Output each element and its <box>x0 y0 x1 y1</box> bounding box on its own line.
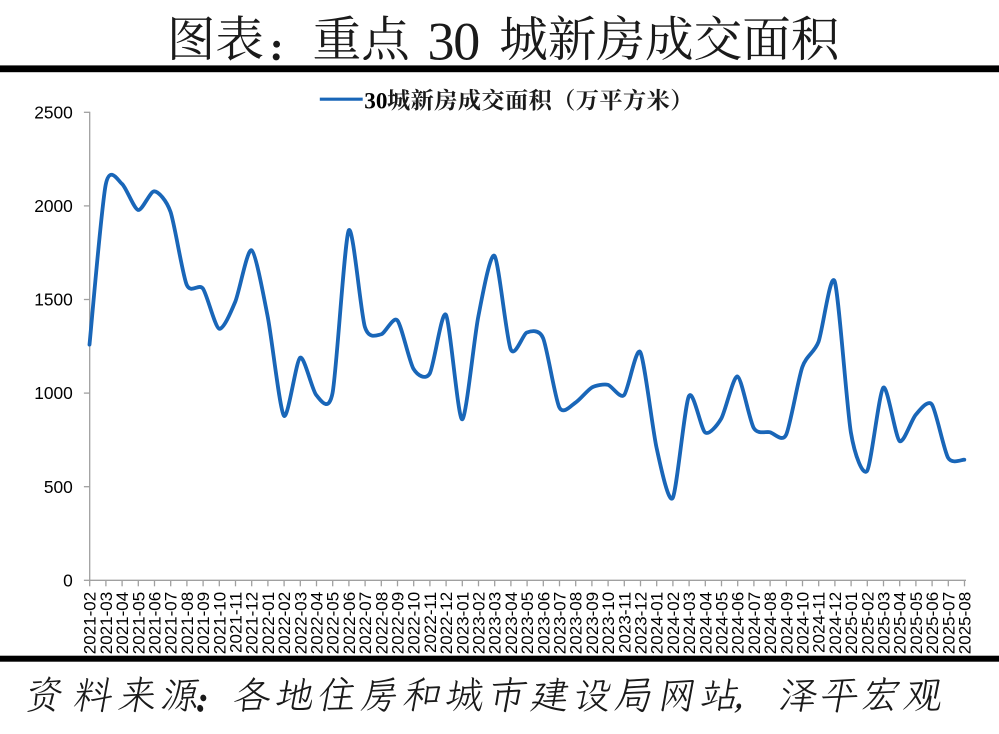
svg-text:2024-11: 2024-11 <box>810 592 829 653</box>
svg-text:2021-10: 2021-10 <box>210 592 229 654</box>
svg-text:2024-03: 2024-03 <box>680 592 699 654</box>
svg-text:2024-04: 2024-04 <box>696 592 715 654</box>
svg-text:2021-12: 2021-12 <box>243 592 262 654</box>
svg-text:2025-05: 2025-05 <box>907 592 926 654</box>
svg-text:2024-08: 2024-08 <box>761 592 780 654</box>
svg-text:2023-12: 2023-12 <box>632 592 651 654</box>
svg-text:2022-01: 2022-01 <box>259 592 278 654</box>
svg-text:2022-05: 2022-05 <box>324 592 343 654</box>
svg-text:2023-03: 2023-03 <box>486 592 505 654</box>
svg-text:2021-05: 2021-05 <box>129 592 148 654</box>
svg-text:2025-06: 2025-06 <box>923 592 942 654</box>
svg-text:2023-02: 2023-02 <box>470 592 489 654</box>
svg-text:2021-09: 2021-09 <box>194 592 213 654</box>
svg-text:2023-05: 2023-05 <box>518 592 537 654</box>
svg-text:2021-04: 2021-04 <box>113 592 132 654</box>
svg-text:2021-02: 2021-02 <box>81 592 100 654</box>
svg-text:2022-08: 2022-08 <box>372 592 391 654</box>
svg-text:2021-11: 2021-11 <box>227 592 246 653</box>
svg-text:2022-02: 2022-02 <box>275 592 294 654</box>
svg-text:30: 30 <box>364 89 387 115</box>
svg-text:2025-01: 2025-01 <box>842 592 861 654</box>
svg-text:2024-07: 2024-07 <box>745 592 764 654</box>
svg-text:2022-04: 2022-04 <box>308 592 327 654</box>
svg-text:2023-11: 2023-11 <box>615 592 634 653</box>
svg-text:2021-07: 2021-07 <box>162 592 181 654</box>
svg-text:2024-06: 2024-06 <box>729 592 748 654</box>
svg-text:2023-01: 2023-01 <box>453 592 472 654</box>
svg-text:2023-10: 2023-10 <box>599 592 618 654</box>
svg-text:2021-08: 2021-08 <box>178 592 197 654</box>
svg-text:2022-09: 2022-09 <box>389 592 408 654</box>
svg-text:2500: 2500 <box>34 102 73 122</box>
svg-text:30: 30 <box>428 12 479 72</box>
svg-text:2022-07: 2022-07 <box>356 592 375 654</box>
svg-text:2024-01: 2024-01 <box>648 592 667 654</box>
svg-text:1500: 1500 <box>34 290 73 310</box>
svg-text:2025-08: 2025-08 <box>956 592 975 654</box>
svg-text:2021-06: 2021-06 <box>146 592 165 654</box>
svg-text:2023-04: 2023-04 <box>502 592 521 654</box>
svg-text:2023-09: 2023-09 <box>583 592 602 654</box>
svg-text:2025-04: 2025-04 <box>891 592 910 654</box>
svg-text:1000: 1000 <box>34 383 73 403</box>
svg-text:2022-06: 2022-06 <box>340 592 359 654</box>
svg-text:2000: 2000 <box>34 196 73 216</box>
svg-text:2022-12: 2022-12 <box>437 592 456 654</box>
svg-text:2022-10: 2022-10 <box>405 592 424 654</box>
svg-text:2024-02: 2024-02 <box>664 592 683 654</box>
svg-text:2023-07: 2023-07 <box>551 592 570 654</box>
svg-text:2025-03: 2025-03 <box>875 592 894 654</box>
svg-text:2022-11: 2022-11 <box>421 592 440 653</box>
svg-text:2022-03: 2022-03 <box>291 592 310 654</box>
svg-text:2023-06: 2023-06 <box>534 592 553 654</box>
svg-text:2024-12: 2024-12 <box>826 592 845 654</box>
svg-text:500: 500 <box>44 477 73 497</box>
svg-text:2025-02: 2025-02 <box>858 592 877 654</box>
svg-text:2021-03: 2021-03 <box>97 592 116 654</box>
svg-text:2024-10: 2024-10 <box>794 592 813 654</box>
svg-text:0: 0 <box>63 570 73 590</box>
svg-text:2024-05: 2024-05 <box>713 592 732 654</box>
svg-text:2025-07: 2025-07 <box>939 592 958 654</box>
svg-text:2024-09: 2024-09 <box>777 592 796 654</box>
svg-text:2023-08: 2023-08 <box>567 592 586 654</box>
